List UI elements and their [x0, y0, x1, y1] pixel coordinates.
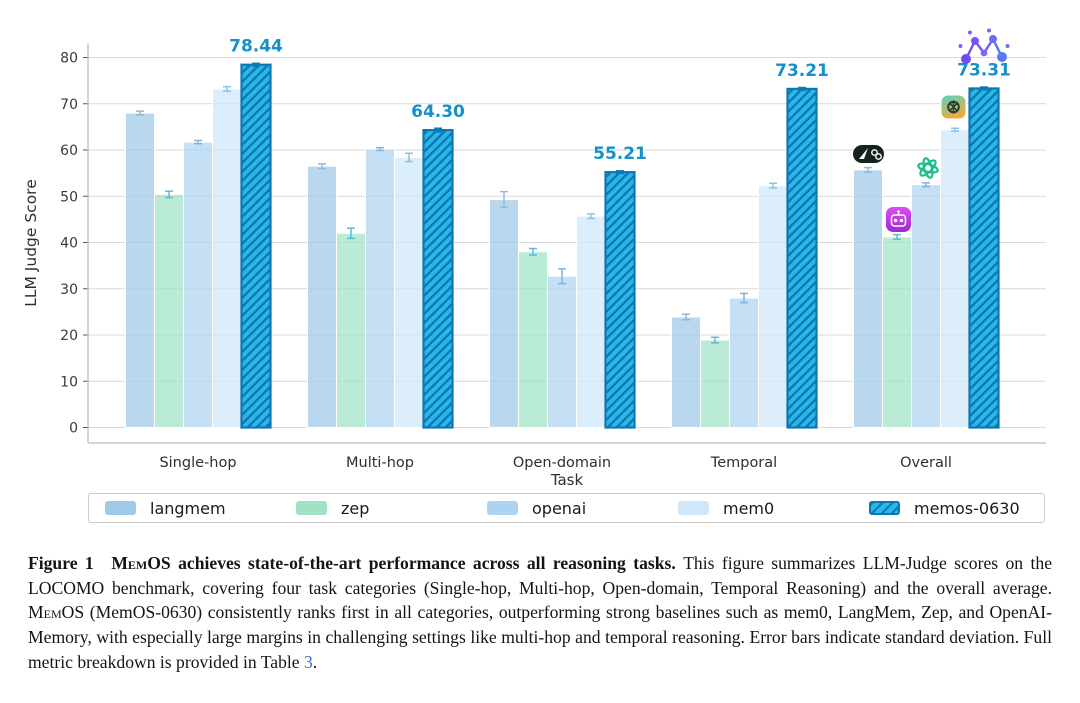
bar-openai [729, 297, 759, 428]
caption-text: achieves state-of-the-art performance ac… [170, 553, 684, 573]
tick-labels: 0 10 20 30 40 50 60 70 80 Single-hop Multi-hop Open… [60, 51, 952, 472]
y-tick-label: 80 [60, 51, 78, 67]
x-tick-label: Open-domain [513, 455, 611, 471]
legend-item-mem0: mem0 [662, 499, 853, 518]
x-tick-label: Single-hop [159, 455, 236, 471]
y-tick-label: 10 [60, 374, 78, 390]
bar-zep [336, 232, 366, 428]
axes [83, 43, 1046, 444]
caption-text: (MemOS-0630) consistently ranks first in… [28, 602, 1052, 672]
openai-petal [919, 159, 937, 177]
x-tick-label: Overall [900, 455, 952, 471]
bar-langmem [671, 316, 701, 428]
caption-text: MemOS [111, 553, 171, 573]
y-tick-label: 20 [60, 328, 78, 344]
bars [125, 63, 1000, 429]
legend-label-memos-0630: memos-0630 [914, 498, 1020, 518]
table-3-link[interactable]: 3 [303, 651, 313, 672]
bar-hatch-memos-0630 [422, 129, 454, 429]
y-tick-label: 60 [60, 143, 78, 159]
openai-petal [922, 157, 934, 179]
bar-hatch-memos-0630 [604, 171, 636, 429]
legend-swatch-langmem [105, 501, 136, 515]
legend-item-zep: zep [280, 499, 471, 518]
bar-mem0 [394, 156, 424, 428]
legend-item-langmem: langmem [89, 499, 280, 518]
bar-mem0 [758, 185, 788, 428]
openai-petal [917, 162, 939, 174]
bar-value-label: 55.21 [593, 144, 647, 164]
bar-value-label: 73.31 [957, 60, 1011, 80]
bar-value-label: 64.30 [411, 102, 465, 122]
bar-langmem [853, 169, 883, 428]
bar-hatch-memos-0630 [786, 87, 818, 429]
mem0-icon [940, 94, 967, 120]
bar-chart: 78.44 64.30 55.21 73.21 73.31 0 10 20 30 40 50 60 7… [22, 28, 1046, 489]
x-tick-label: Multi-hop [346, 455, 414, 471]
legend-swatch-mem0 [678, 501, 709, 515]
bar-hatch-memos-0630 [968, 87, 1000, 429]
legend-label-mem0: mem0 [723, 498, 775, 518]
y-tick-label: 30 [60, 282, 78, 298]
memos-logo [958, 28, 1010, 64]
bar-langmem [307, 165, 337, 428]
bar-openai [911, 184, 941, 428]
bar-langmem [489, 198, 519, 428]
bar-value-label: 78.44 [229, 37, 283, 57]
caption-text: . [312, 651, 318, 672]
legend-label-zep: zep [341, 498, 370, 518]
y-tick-label: 40 [60, 236, 78, 252]
y-axis-label: LLM Judge Score [22, 179, 40, 307]
bar-zep [518, 251, 548, 428]
caption-text: MemOS [28, 602, 85, 623]
error-bars [136, 62, 988, 344]
bar-mem0 [576, 215, 606, 428]
caption-text: This figure summarizes LLM-Judge scores … [28, 553, 1052, 598]
bar-mem0 [212, 88, 242, 428]
value-labels: 78.44 64.30 55.21 73.21 73.31 [229, 37, 1011, 164]
bar-langmem [125, 112, 155, 428]
bar-openai [365, 148, 395, 428]
y-tick-label: 0 [69, 421, 78, 437]
legend-swatch-memos-0630 [869, 501, 900, 515]
bar-zep [154, 193, 184, 428]
bar-hatch-memos-0630 [240, 63, 272, 429]
bar-zep [700, 339, 730, 428]
caption-text: Figure 1 [28, 553, 112, 573]
openai-icon [917, 157, 939, 179]
zep-icon [886, 207, 911, 232]
bar-mem0 [940, 129, 970, 428]
y-tick-label: 50 [60, 189, 78, 205]
figure-caption: Figure 1 MemOS achieves state-of-the-art… [28, 551, 1052, 675]
legend-item-openai: openai [471, 499, 662, 518]
bar-openai [183, 141, 213, 428]
legend-item-memos-0630: memos-0630 [853, 499, 1044, 518]
legend-label-openai: openai [532, 498, 587, 518]
legend-swatch-openai [487, 501, 518, 515]
bar-value-label: 73.21 [775, 61, 829, 81]
bar-zep [882, 236, 912, 428]
legend-swatch-zep [296, 501, 327, 515]
chart-legend: langmem zep openai mem0 memos-0630 [88, 493, 1045, 523]
x-axis-label: Task [550, 471, 584, 488]
langmem-icon [853, 145, 884, 163]
bar-openai [547, 275, 577, 429]
legend-label-langmem: langmem [150, 498, 226, 518]
y-tick-label: 70 [60, 97, 78, 113]
x-tick-label: Temporal [710, 455, 777, 471]
